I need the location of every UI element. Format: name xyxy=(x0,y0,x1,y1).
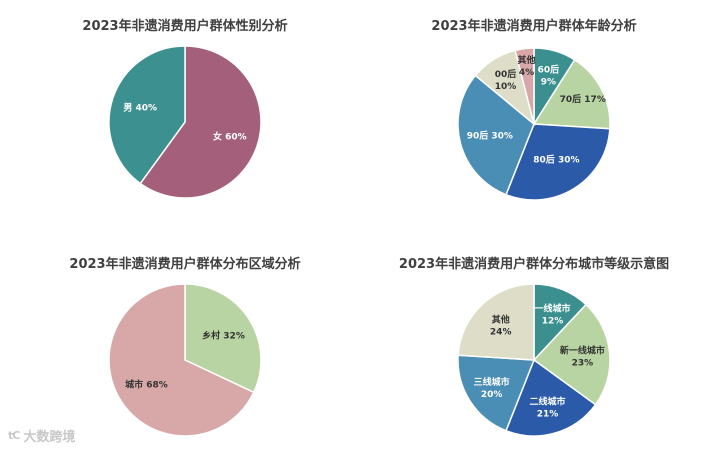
chart-title: 2023年非遗消费用户群体分布城市等级示意图 xyxy=(399,256,669,272)
slice-category-label: 60后 xyxy=(538,63,560,75)
pie-slice xyxy=(108,45,186,185)
slice-value-label: 9% xyxy=(541,77,556,87)
slice-value-label: 12% xyxy=(542,316,564,326)
chart-title: 2023年非遗消费用户群体性别分析 xyxy=(82,18,287,34)
slice-category-label: 其他 xyxy=(492,314,510,326)
slice-value-label: 23% xyxy=(572,358,594,368)
slice-label: 90后 30% xyxy=(467,129,513,141)
pie-slice xyxy=(457,354,536,432)
pie-slice xyxy=(505,123,611,201)
pie-slice xyxy=(108,283,255,437)
slice-label: 男 40% xyxy=(123,102,157,113)
watermark-logo-icon: tC xyxy=(8,429,20,442)
slice-value-label: 4% xyxy=(519,68,534,78)
slice-value-label: 21% xyxy=(537,410,559,420)
slice-value-label: 20% xyxy=(481,390,503,400)
pie-slice xyxy=(505,358,597,437)
slice-category-label: 其他 xyxy=(518,54,536,66)
slice-label: 乡村 32% xyxy=(202,330,245,342)
pie-slice xyxy=(139,45,262,199)
pie-slice xyxy=(457,283,535,361)
watermark-text: 大数跨境 xyxy=(23,430,76,445)
slice-label: 城市 68% xyxy=(125,378,168,390)
watermark: tC 大数跨境 xyxy=(8,426,75,445)
pie-slice xyxy=(532,303,611,406)
slice-category-label: 二线城市 xyxy=(530,396,566,408)
slice-label: 80后 30% xyxy=(533,153,579,165)
age-pie-chart: 2023年非遗消费用户群体年龄分析 60后 9% 70后 17% 80后 30% 90后 … xyxy=(431,18,637,201)
slice-value-label: 10% xyxy=(495,82,517,92)
slice-value-label: 24% xyxy=(490,328,512,338)
chart-title: 2023年非遗消费用户群体分布区域分析 xyxy=(69,256,300,272)
slice-category-label: 新一线城市 xyxy=(560,344,605,356)
pie-slice xyxy=(184,283,262,394)
chart-title: 2023年非遗消费用户群体年龄分析 xyxy=(431,18,636,34)
slice-category-label: 一线城市 xyxy=(534,302,570,314)
slice-category-label: 三线城市 xyxy=(474,376,510,388)
pie-slice xyxy=(532,58,611,130)
pie-slice xyxy=(457,74,535,196)
slice-category-label: 00后 xyxy=(495,68,517,80)
slice-label: 女 60% xyxy=(213,131,247,143)
pie-slice xyxy=(514,47,535,125)
slice-label: 70后 17% xyxy=(560,93,606,105)
